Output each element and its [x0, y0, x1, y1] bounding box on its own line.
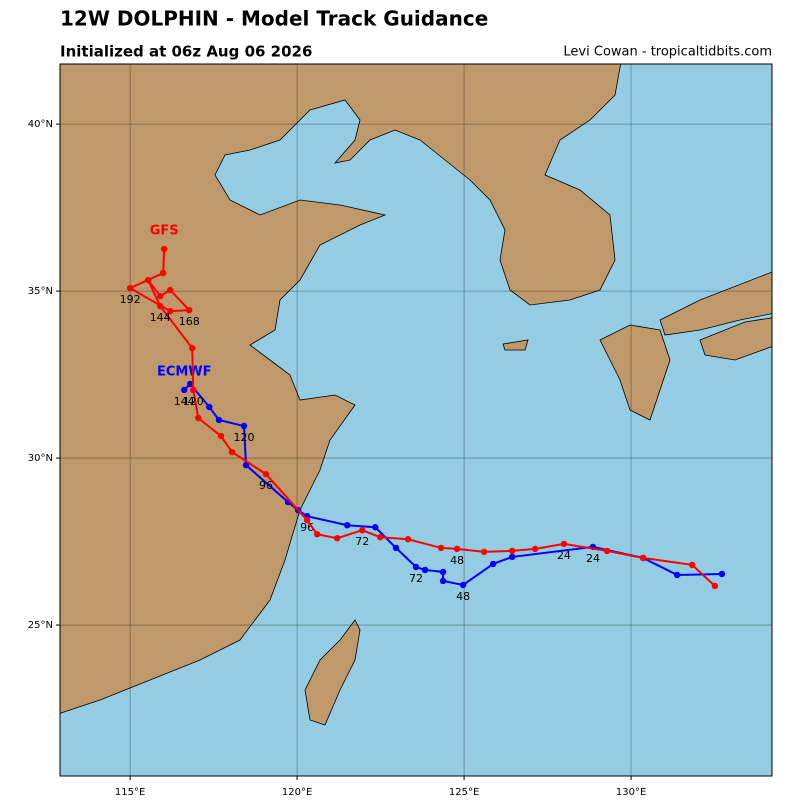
- track-point: [303, 516, 311, 524]
- track-point: [333, 535, 341, 542]
- honshu: [659, 271, 772, 336]
- model-name: ECMWF: [157, 364, 212, 379]
- track-point: [313, 531, 321, 538]
- forecast-hour-label: 192: [120, 293, 141, 306]
- track-point: [167, 286, 174, 294]
- track-point: [242, 461, 250, 469]
- track-point: [187, 380, 194, 388]
- track-point: [190, 386, 197, 394]
- track-point: [189, 344, 196, 352]
- track-point: [439, 568, 447, 576]
- track-point: [711, 582, 719, 590]
- track-point: [404, 536, 412, 543]
- track-point: [126, 284, 134, 292]
- track-point: [639, 554, 647, 562]
- jeju: [502, 339, 529, 351]
- shikoku: [699, 317, 772, 361]
- taiwan: [304, 619, 361, 726]
- forecast-hour-label: 168: [179, 315, 200, 328]
- forecast-hour-label: 24: [557, 549, 571, 562]
- track-point: [603, 547, 611, 555]
- track-point: [156, 292, 164, 300]
- x-tick-label: 130°E: [616, 787, 646, 798]
- land: [60, 64, 772, 726]
- x-tick-label: 125°E: [449, 787, 479, 798]
- track-point: [377, 534, 384, 541]
- title: 12W DOLPHIN - Model Track Guidance: [60, 7, 488, 31]
- track-point: [195, 414, 202, 422]
- track-point: [421, 566, 429, 574]
- track-point: [412, 563, 420, 571]
- track-point: [144, 276, 152, 284]
- forecast-hour-label: 48: [450, 554, 464, 567]
- forecast-hour-label: 72: [355, 535, 369, 548]
- track-point: [215, 416, 223, 424]
- track-point: [156, 302, 164, 310]
- frame: [59, 63, 773, 777]
- forecast-hour-label: 72: [409, 572, 423, 585]
- x-tick-label: 120°E: [282, 787, 312, 798]
- track-point: [439, 577, 447, 585]
- track-point: [159, 269, 167, 277]
- track-point: [262, 470, 270, 478]
- x-tick-label: 115°E: [115, 787, 145, 798]
- track-point: [344, 521, 351, 529]
- y-tick-label: 40°N: [28, 119, 53, 130]
- y-tick-label: 30°N: [28, 453, 53, 464]
- subtitle: Initialized at 06z Aug 06 2026: [60, 43, 312, 61]
- forecast-hour-label: 144: [150, 311, 171, 324]
- track-point: [372, 524, 379, 531]
- track-point: [560, 540, 568, 548]
- track-point: [160, 245, 168, 253]
- track-point: [673, 571, 681, 579]
- track-point: [453, 545, 461, 553]
- mainland: [60, 64, 622, 714]
- track-point: [532, 545, 539, 553]
- track-point: [217, 432, 225, 440]
- track-point: [508, 553, 516, 561]
- forecast-hour-label: 24: [586, 552, 600, 565]
- track-point: [459, 581, 467, 589]
- track-point: [167, 307, 174, 315]
- track-point: [240, 422, 248, 430]
- y-tick-label: 25°N: [28, 620, 53, 631]
- track-point: [718, 570, 726, 578]
- kyushu: [599, 324, 671, 421]
- track-point: [206, 403, 213, 411]
- forecast-hour-label: 48: [456, 590, 470, 603]
- credit: Levi Cowan - tropicaltidbits.com: [563, 45, 772, 60]
- forecast-hour-label: 120: [234, 431, 255, 444]
- forecast-hour-label: 96: [259, 479, 273, 492]
- track-point: [489, 560, 497, 568]
- track-point: [228, 448, 236, 456]
- track-point: [480, 548, 488, 556]
- model-name: GFS: [150, 224, 179, 239]
- track-point: [359, 527, 366, 534]
- track-point: [508, 547, 516, 555]
- y-tick-label: 35°N: [28, 286, 53, 297]
- track-point: [688, 561, 696, 569]
- track-point: [186, 306, 193, 314]
- track-point: [392, 544, 400, 552]
- track-point: [181, 386, 188, 394]
- forecast-hour-label: 120: [183, 395, 204, 408]
- forecast-hour-label: 144: [174, 395, 195, 408]
- track-point: [437, 544, 445, 552]
